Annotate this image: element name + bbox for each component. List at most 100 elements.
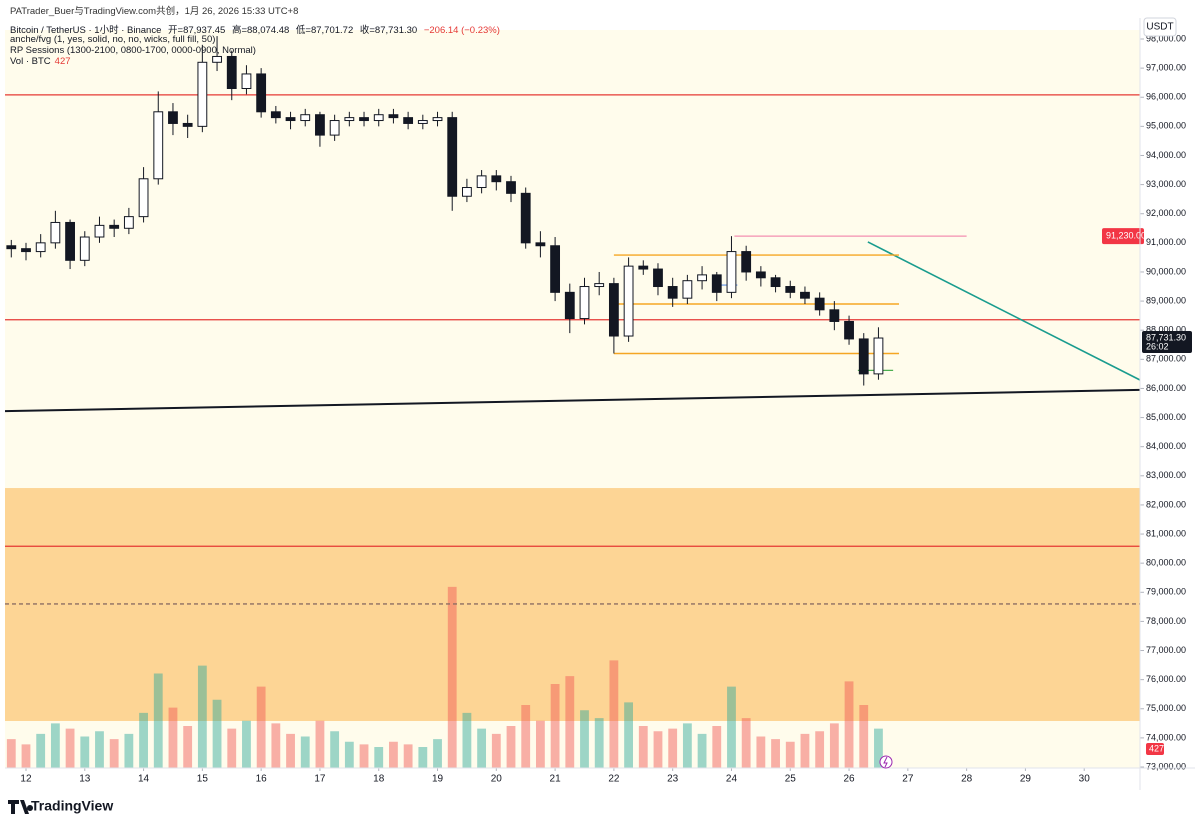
candle-body bbox=[535, 242, 546, 247]
x-tick-label: 28 bbox=[961, 774, 973, 785]
indicator: anche/fvg (1, yes, solid, no, no, wicks,… bbox=[10, 34, 216, 45]
volume-tag-label: 427 bbox=[1149, 743, 1164, 753]
volume-bar bbox=[624, 702, 633, 768]
y-tick-label: 82,000.00 bbox=[1146, 499, 1186, 509]
volume-bar bbox=[741, 718, 751, 768]
y-tick-label: 84,000.00 bbox=[1146, 441, 1186, 451]
volume-bar bbox=[374, 747, 384, 768]
y-tick-label: 76,000.00 bbox=[1146, 674, 1186, 684]
y-tick-label: 89,000.00 bbox=[1146, 295, 1186, 305]
volume-bar bbox=[433, 739, 442, 768]
volume-bar bbox=[109, 739, 119, 768]
price-tag bbox=[1102, 228, 1144, 245]
volume-bar bbox=[771, 739, 780, 768]
y-tick-label: 81,000.00 bbox=[1146, 528, 1186, 538]
ohlc: 高=88,074.48 bbox=[231, 25, 290, 36]
volume-bar bbox=[6, 739, 16, 768]
y-tick-label: 92,000.00 bbox=[1146, 208, 1186, 218]
volume-bar bbox=[197, 665, 207, 768]
candle-body bbox=[123, 216, 134, 229]
volume-bar bbox=[153, 673, 163, 768]
brand: TradingView bbox=[31, 798, 113, 814]
candle-body bbox=[344, 117, 355, 122]
candle-body bbox=[447, 117, 458, 197]
volume-bar bbox=[800, 733, 810, 768]
indicator-row[interactable]: anche/fvg (1, yes, solid, no, no, wicks,… bbox=[10, 34, 219, 45]
volume-bar bbox=[344, 741, 354, 768]
candle-body bbox=[800, 291, 810, 299]
candle-body bbox=[741, 251, 752, 273]
y-tick-label: 78,000.00 bbox=[1146, 616, 1186, 626]
volume-bar bbox=[300, 736, 310, 768]
y-tick-label: 75,000.00 bbox=[1146, 703, 1186, 713]
y-tick-label: 83,000.00 bbox=[1146, 470, 1186, 480]
candle-body bbox=[329, 120, 340, 136]
drawing-line bbox=[4, 388, 1141, 413]
x-tick-label: 22 bbox=[608, 774, 620, 785]
event-icon[interactable] bbox=[879, 755, 893, 769]
candle-body bbox=[270, 111, 281, 119]
volume-bar bbox=[212, 699, 222, 768]
volume-bar bbox=[256, 686, 266, 768]
candle-body bbox=[594, 283, 605, 288]
x-tick-label: 24 bbox=[726, 774, 738, 785]
volume-bar bbox=[36, 733, 46, 768]
ohlc: 收=87,731.30 bbox=[359, 25, 418, 36]
volume-bar bbox=[65, 728, 75, 768]
volume-bar bbox=[403, 744, 413, 768]
volume-bar bbox=[785, 741, 795, 768]
volume-bar bbox=[462, 712, 472, 768]
candle-body bbox=[403, 117, 414, 124]
y-tick-label: 95,000.00 bbox=[1146, 121, 1186, 131]
volume-bar bbox=[668, 728, 678, 768]
candle-body bbox=[858, 338, 869, 375]
indicator-row[interactable]: RP Sessions (1300-2100, 0800-1700, 0000-… bbox=[10, 45, 260, 56]
price-tag bbox=[1142, 331, 1192, 354]
candle-body bbox=[373, 114, 384, 122]
volume-title: Vol · BTC bbox=[10, 56, 51, 67]
symbol-row: Bitcoin / TetherUS · 1小时 · Binance 开=87,… bbox=[10, 22, 504, 36]
volume-bar bbox=[653, 731, 663, 768]
candle-body bbox=[491, 175, 502, 183]
candle-body bbox=[608, 283, 619, 337]
volume-bar bbox=[477, 728, 487, 768]
candle-body bbox=[755, 271, 766, 279]
volume-bar bbox=[271, 723, 281, 768]
y-tick-label: 79,000.00 bbox=[1146, 587, 1186, 597]
volume-bar bbox=[609, 660, 619, 768]
y-tick-label: 88,000.00 bbox=[1146, 325, 1186, 335]
y-tick-label: 86,000.00 bbox=[1146, 383, 1186, 393]
volume-bar bbox=[506, 726, 516, 768]
volume-bar bbox=[712, 726, 722, 768]
y-tick-label: 87,000.00 bbox=[1146, 354, 1186, 364]
volume-bar bbox=[550, 684, 560, 768]
volume-bar bbox=[535, 720, 545, 768]
x-tick-label: 16 bbox=[256, 774, 268, 785]
volume-tag bbox=[1146, 743, 1164, 755]
drawing-line bbox=[867, 241, 1141, 381]
candle-body bbox=[506, 181, 516, 194]
candle-body bbox=[388, 114, 399, 119]
currency-box[interactable] bbox=[1143, 17, 1177, 37]
volume-bar bbox=[359, 744, 369, 768]
y-tick-label: 80,000.00 bbox=[1146, 558, 1186, 568]
candle-body bbox=[432, 117, 443, 122]
volume-row[interactable]: Vol · BTC 427 bbox=[10, 56, 75, 67]
y-tick-label: 90,000.00 bbox=[1146, 266, 1186, 276]
attribution: PATrader_Buer与TradingView.com共创，1月 26, 2… bbox=[10, 3, 302, 17]
candle-body bbox=[300, 114, 311, 122]
y-tick-label: 74,000.00 bbox=[1146, 732, 1186, 742]
candle-body bbox=[579, 286, 590, 320]
candle-body bbox=[623, 265, 634, 337]
candle-body bbox=[770, 277, 781, 288]
volume-bar bbox=[315, 720, 325, 768]
candle-body bbox=[35, 242, 46, 253]
candle-body bbox=[138, 178, 149, 218]
currency: USDT bbox=[1146, 22, 1173, 33]
symbol[interactable]: Bitcoin / TetherUS · 1小时 · Binance bbox=[10, 25, 162, 36]
candle-body bbox=[653, 268, 663, 288]
candle-body bbox=[197, 61, 208, 127]
volume-bar bbox=[859, 705, 869, 768]
candle-body bbox=[520, 192, 531, 244]
volume-bar bbox=[330, 731, 340, 768]
